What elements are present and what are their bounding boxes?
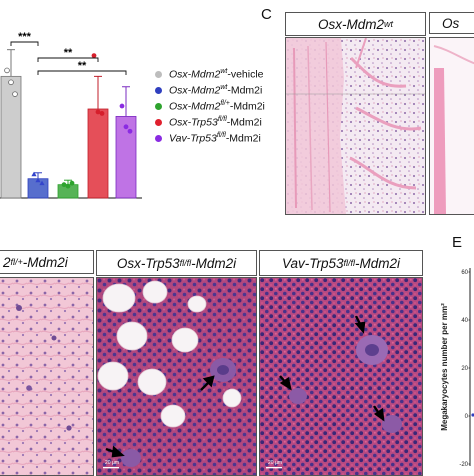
- histology-panel-c-2: [429, 37, 474, 215]
- panel-d-title-2-suffix: -Mdm2i: [191, 255, 237, 271]
- significance-label-1: **: [64, 47, 73, 59]
- bar-3: [87, 108, 109, 199]
- data-point-3-2: [99, 111, 105, 116]
- data-point-2-1: [65, 183, 71, 189]
- data-point-2-2: [69, 180, 75, 186]
- data-point-0-0: [4, 67, 10, 74]
- scale-bar-label-2: 20 µm: [268, 460, 282, 466]
- panel-c-title-2: Os: [429, 12, 474, 34]
- panel-d-title-2: Osx-Trp53 fl/fl -Mdm2i: [96, 250, 257, 276]
- legend-item: Vav-Trp53fl/fl-Mdm2i: [155, 130, 290, 146]
- panel-d-title-1-prefix: 2: [3, 254, 11, 270]
- panel-d-title-1-suffix: -Mdm2i: [22, 254, 68, 270]
- significance-bracket-2: [37, 70, 127, 75]
- data-point-4-1: [123, 124, 129, 130]
- legend-item: Osx-Mdm2fl/+-Mdm2i: [155, 98, 290, 114]
- legend-label: Osx-Mdm2wt-Mdm2i: [169, 83, 263, 97]
- bar-chart: *******: [0, 31, 142, 199]
- panel-d-title-3-sup: fl/fl: [343, 258, 356, 268]
- legend-swatch: [155, 134, 162, 142]
- panel-d-title-3-suffix: -Mdm2i: [355, 255, 401, 271]
- legend-label: Osx-Trp53fl/fl-Mdm2i: [169, 115, 262, 129]
- data-point-4-2: [127, 128, 133, 134]
- data-point-2-0: [61, 182, 67, 188]
- significance-label-0: ***: [18, 31, 32, 43]
- legend-swatch: [155, 118, 162, 126]
- panel-d-title-2-base: Osx-Trp53: [116, 255, 180, 271]
- panel-e-tick-label: 60: [461, 270, 468, 276]
- data-point-4-0: [119, 103, 125, 109]
- data-point-1-2: [39, 180, 45, 186]
- panel-d-title-2-sup: fl/fl: [179, 258, 192, 268]
- panel-e-ylabel: Megakaryocytes number per mm²: [440, 303, 449, 431]
- panel-c-title-base: Osx-Mdm2: [317, 16, 384, 32]
- legend-item: Osx-Mdm2wt-vehicle: [155, 66, 290, 82]
- panel-label-c: C: [261, 6, 272, 23]
- panel-d-title-3-base: Vav-Trp53: [281, 255, 344, 271]
- legend-label: Vav-Trp53fl/fl-Mdm2i: [169, 131, 261, 145]
- legend-item: Osx-Trp53fl/fl-Mdm2i: [155, 114, 290, 130]
- significance-bracket-0: [10, 41, 39, 46]
- legend: Osx-Mdm2wt-vehicle Osx-Mdm2wt-Mdm2i Osx-Md…: [155, 66, 290, 146]
- legend-swatch: [155, 70, 162, 78]
- panel-e-axis: Megakaryocytes number per mm² 60 40 20 0 -20: [440, 268, 474, 468]
- scale-bar-label-1: 20 µm: [105, 460, 119, 466]
- data-point-0-1: [8, 79, 14, 86]
- data-point-3-0: [91, 53, 97, 58]
- data-point-1-0: [31, 171, 37, 177]
- significance-bracket-1: [37, 57, 99, 62]
- histology-panel-c-wt: [285, 37, 426, 215]
- legend-label: Osx-Mdm2fl/+-Mdm2i: [169, 99, 265, 113]
- data-point-0-2: [12, 91, 18, 97]
- panel-e-tick-label: 40: [461, 318, 468, 324]
- panel-e-tick-label: 0: [465, 414, 469, 420]
- data-point-1-1: [35, 177, 41, 183]
- significance-label-2: **: [78, 60, 87, 72]
- panel-c-title-wt: Osx-Mdm2 wt: [285, 12, 426, 36]
- histology-panel-d-osx-trp53: 20 µm: [96, 277, 257, 476]
- panel-e-tick-label: 20: [461, 366, 468, 372]
- data-point-3-1: [95, 109, 101, 115]
- histology-panel-d-fl-plus: [0, 277, 94, 476]
- panel-d-title-1-sup: fl/+: [10, 257, 23, 267]
- legend-swatch: [155, 86, 162, 94]
- panel-label-e: E: [452, 234, 463, 251]
- legend-item: Osx-Mdm2wt-Mdm2i: [155, 82, 290, 98]
- panel-e-tick-label: -20: [459, 462, 468, 468]
- histology-panel-d-vav-trp53: 20 µm: [259, 277, 423, 476]
- bar-0: [0, 75, 22, 199]
- panel-d-title-3: Vav-Trp53 fl/fl -Mdm2i: [259, 250, 423, 276]
- legend-label: Osx-Mdm2wt-vehicle: [169, 67, 264, 81]
- legend-swatch: [155, 102, 162, 110]
- panel-d-title-1: 2 fl/+ -Mdm2i: [0, 250, 94, 274]
- panel-c-title-sup: wt: [384, 19, 393, 29]
- panel-e-data-point: [471, 413, 474, 417]
- panel-c-title-2-text: Os: [442, 15, 460, 31]
